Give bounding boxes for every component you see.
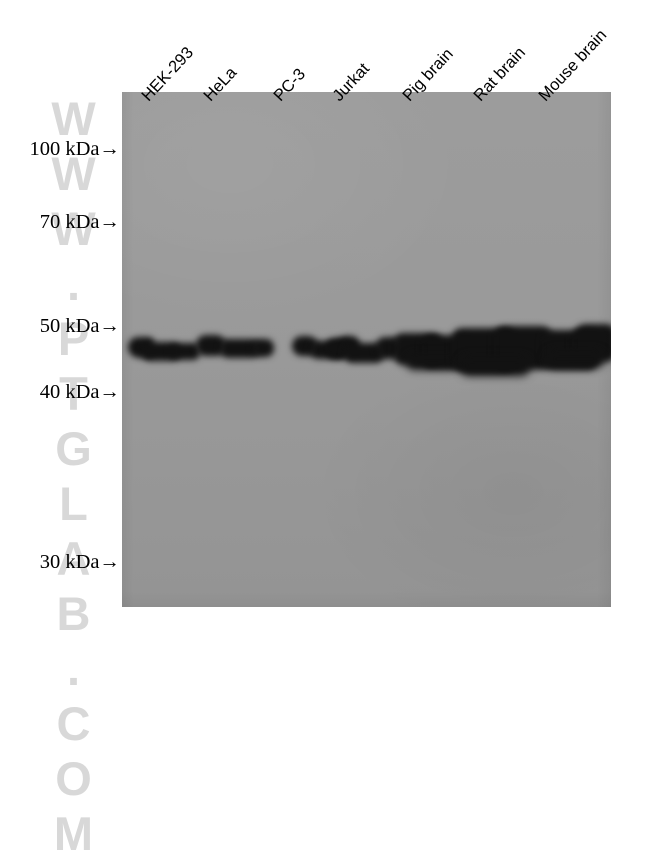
ladder-arrow-30kda: → (99, 551, 120, 573)
ladder-label-50kda: 50 kDa→ (0, 316, 122, 337)
ladder-label-40kda-text: 40 kDa (39, 381, 100, 403)
ladder-label-100kda-text: 100 kDa (29, 138, 100, 160)
ladder-label-30kda: 30 kDa→ (0, 552, 122, 573)
ladder-label-50kda-text: 50 kDa (39, 315, 100, 337)
ladder-label-70kda: 70 kDa→ (0, 212, 122, 233)
ladder-arrow-100kda: → (99, 138, 120, 160)
ladder-label-40kda: 40 kDa→ (0, 382, 122, 403)
ladder-label-100kda: 100 kDa→ (0, 139, 122, 160)
ladder-arrow-40kda: → (99, 381, 120, 403)
western-blot-figure: WWW.PTGLAB.COM 100 kDa→ 70 kDa→ 50 kDa→ … (0, 26, 611, 862)
ladder-arrow-70kda: → (99, 211, 120, 233)
ladder-label-30kda-text: 30 kDa (39, 551, 100, 573)
ladder-label-70kda-text: 70 kDa (39, 211, 100, 233)
blot-membrane (122, 92, 611, 607)
ladder-arrow-50kda: → (99, 315, 120, 337)
watermark-text: WWW.PTGLAB.COM (47, 92, 100, 862)
